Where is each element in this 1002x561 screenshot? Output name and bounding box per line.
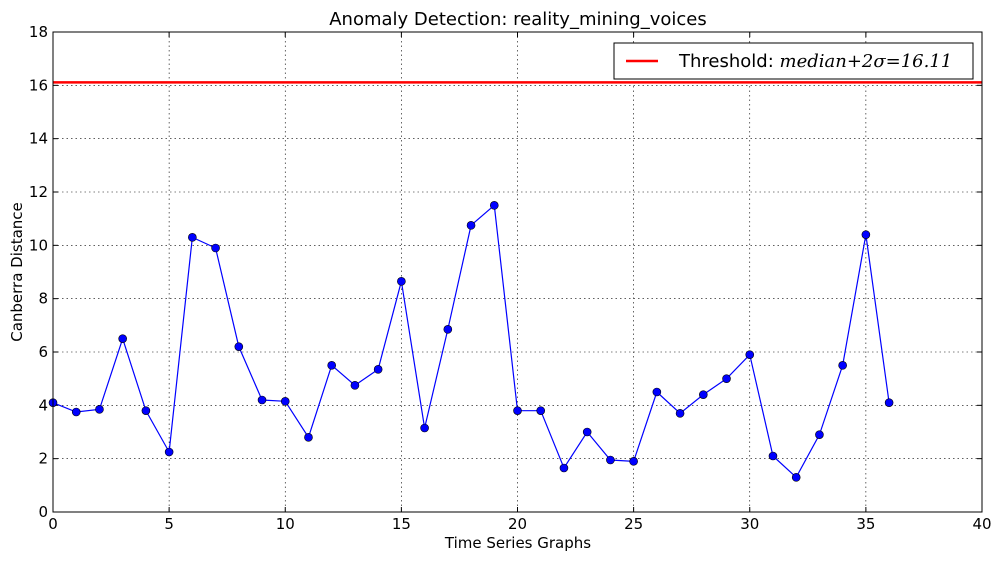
data-point [188,233,196,241]
y-tick-label: 18 [29,23,48,41]
data-point [723,375,731,383]
legend-threshold-text: Threshold: [678,51,780,72]
data-point [212,244,220,252]
y-axis-label: Canberra Distance [8,202,26,342]
data-point [490,201,498,209]
data-point [653,388,661,396]
data-point [304,433,312,441]
data-point [397,277,405,285]
data-point [514,407,522,415]
x-tick-label: 40 [972,515,991,533]
data-point [258,396,266,404]
y-tick-label: 8 [38,290,48,308]
data-point [885,399,893,407]
y-tick-label: 14 [29,130,48,148]
y-tick-label: 4 [38,396,48,414]
data-point [676,409,684,417]
x-tick-label: 5 [164,515,174,533]
legend: Threshold: median+2σ=16.11 [614,43,973,79]
plot-area [49,82,982,481]
data-point [374,365,382,373]
x-tick-label: 35 [856,515,875,533]
x-tick-label: 15 [392,515,411,533]
data-point [444,325,452,333]
series-line [53,205,889,477]
legend-threshold-formula: median+2σ=16.11 [780,51,953,72]
data-point [72,408,80,416]
x-tick-label: 30 [740,515,759,533]
y-tick-label: 10 [29,236,48,254]
data-point [142,407,150,415]
grid-lines [53,32,982,512]
data-point [792,473,800,481]
data-point [560,464,568,472]
data-point [165,448,173,456]
data-point [537,407,545,415]
x-tick-label: 20 [508,515,527,533]
data-point [630,457,638,465]
x-tick-label: 25 [624,515,643,533]
legend-threshold-label: Threshold: median+2σ=16.11 [678,51,952,72]
data-point [328,361,336,369]
data-point [421,424,429,432]
data-point [583,428,591,436]
data-point [467,221,475,229]
data-point [815,431,823,439]
x-tick-label: 0 [48,515,58,533]
data-point [606,456,614,464]
y-tick-label: 2 [38,450,48,468]
data-point [351,381,359,389]
x-axis-label: Time Series Graphs [444,534,591,552]
data-point [281,397,289,405]
x-tick-label: 10 [276,515,295,533]
chart-title: Anomaly Detection: reality_mining_voices [329,9,707,30]
y-tick-label: 6 [38,343,48,361]
data-point [235,343,243,351]
data-point [862,231,870,239]
y-tick-label: 16 [29,76,48,94]
y-tick-label: 0 [38,503,48,521]
data-point [119,335,127,343]
data-point [95,405,103,413]
y-tick-label: 12 [29,183,48,201]
data-point [839,361,847,369]
data-point [769,452,777,460]
data-point [699,391,707,399]
data-point [746,351,754,359]
axis-ticks: 0 5 10 15 20 25 30 35 40 0 2 4 6 8 10 12 14 16 18 [29,23,992,533]
